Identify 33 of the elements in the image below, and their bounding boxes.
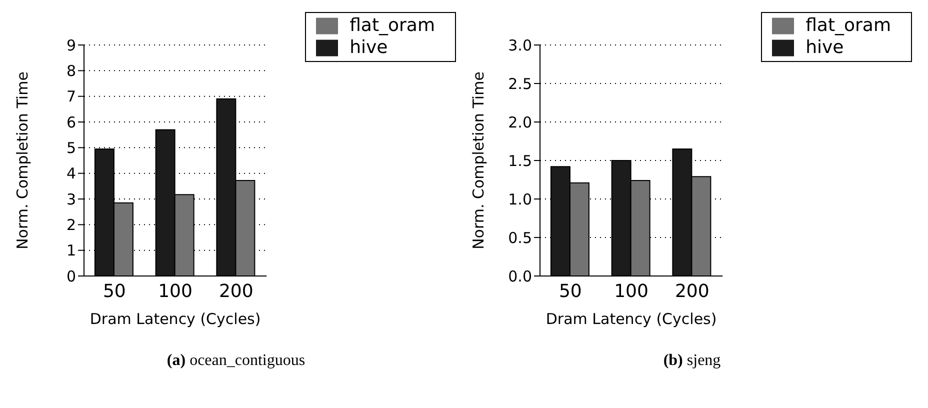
y-tick-label: 2 (66, 216, 76, 234)
y-tick-label: 0.0 (508, 267, 532, 286)
y-tick-label: 6 (66, 113, 76, 132)
y-axis-title: Norm. Completion Time (13, 72, 32, 250)
text: (b) sjeng (662, 352, 722, 370)
x-tick-label: 100 (158, 280, 192, 302)
y-tick-label: 4 (66, 164, 76, 183)
x-tick-label: 50 (558, 280, 582, 302)
y-tick-label: 2.0 (508, 113, 532, 132)
y-tick-label: 3 (66, 190, 76, 208)
y-tick-label: 3.0 (508, 36, 532, 54)
y-tick-label: 7 (66, 88, 76, 106)
x-tick-label: 100 (614, 280, 648, 302)
y-tick-label: 5 (66, 138, 76, 157)
y-tick-label: 8 (66, 62, 76, 80)
x-tick-label: 200 (674, 280, 710, 302)
x-axis-title: Dram Latency (Cycles) (90, 310, 261, 328)
legend-label: flat_oram (806, 15, 891, 36)
y-tick-label: 0 (66, 267, 76, 286)
legend-label: hive (806, 37, 844, 58)
text: (a) ocean_contiguous (166, 352, 306, 370)
x-axis-title: Dram Latency (Cycles) (546, 310, 717, 328)
y-tick-label: 0.5 (508, 228, 532, 247)
x-tick-label: 200 (218, 280, 254, 302)
legend-label: flat_oram (350, 15, 435, 36)
y-tick-label: 1 (66, 242, 76, 260)
y-tick-label: 2.5 (508, 74, 532, 93)
y-tick-label: 1.0 (508, 190, 532, 208)
y-tick-label: 1.5 (508, 152, 532, 170)
x-tick-label: 50 (102, 280, 126, 302)
y-axis-title: Norm. Completion Time (469, 72, 488, 250)
legend-label: hive (350, 37, 388, 58)
y-tick-label: 9 (66, 36, 76, 54)
